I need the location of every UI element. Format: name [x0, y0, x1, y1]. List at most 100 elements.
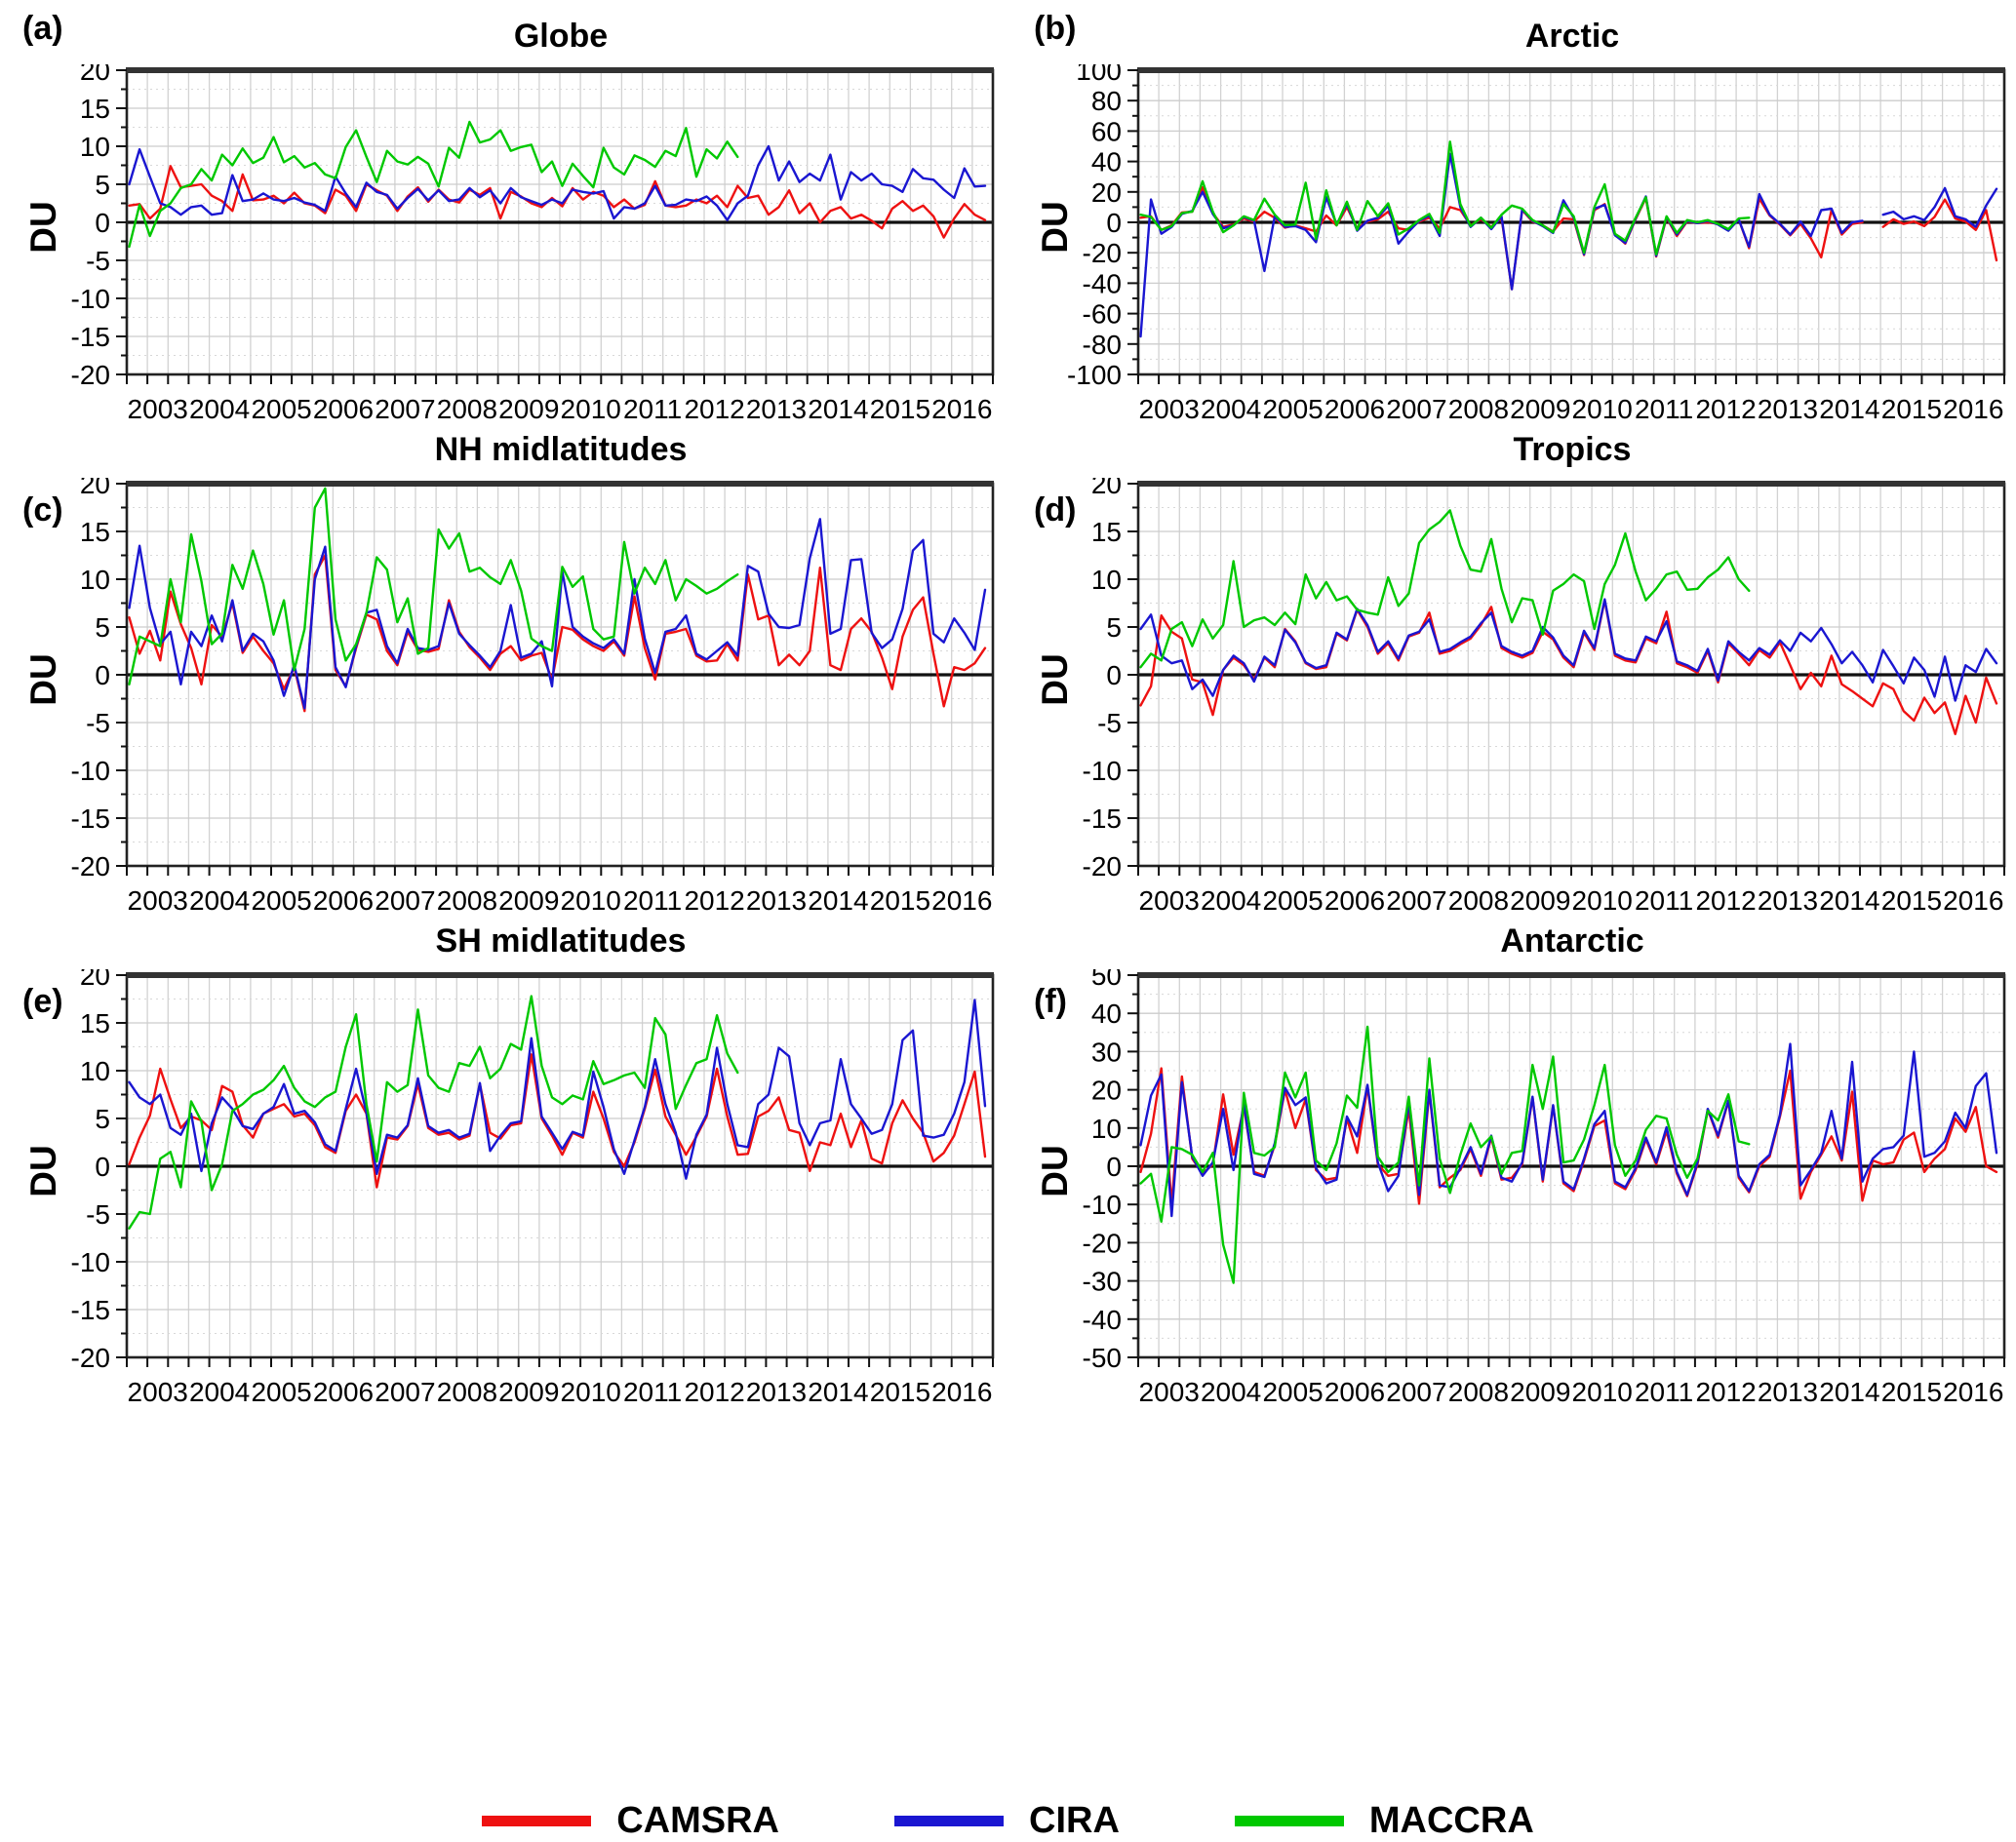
svg-text:20: 20 — [1091, 177, 1122, 208]
svg-text:20: 20 — [80, 64, 110, 86]
svg-text:60: 60 — [1091, 116, 1122, 146]
svg-text:2009: 2009 — [498, 885, 559, 916]
y-axis-label-du: DU — [23, 653, 63, 706]
svg-text:-5: -5 — [1097, 708, 1122, 738]
panel-letter-a: (a) — [22, 10, 63, 47]
svg-text:2003: 2003 — [128, 1377, 188, 1407]
svg-text:20: 20 — [80, 478, 110, 499]
panel-letter-b: (b) — [1034, 10, 1077, 47]
svg-text:2008: 2008 — [1448, 1377, 1509, 1407]
svg-text:40: 40 — [1091, 147, 1122, 177]
svg-text:2016: 2016 — [931, 394, 992, 424]
svg-text:2011: 2011 — [1635, 885, 1693, 916]
svg-text:2015: 2015 — [870, 1377, 930, 1407]
svg-text:5: 5 — [95, 170, 110, 200]
legend-label-cira: CIRA — [1029, 1800, 1120, 1841]
svg-text:2011: 2011 — [623, 1377, 682, 1407]
svg-text:2015: 2015 — [870, 885, 930, 916]
svg-text:2005: 2005 — [1262, 394, 1323, 424]
panel-title-globe: Globe — [513, 18, 609, 55]
svg-text:2015: 2015 — [1881, 394, 1942, 424]
svg-text:2010: 2010 — [1572, 394, 1633, 424]
panel-sh-midlatitudes: (e) SH midlatitudes DU -20 -15 -10 -5 0 5 10 15… — [22, 919, 995, 1410]
svg-text:30: 30 — [1091, 1037, 1122, 1067]
svg-text:5: 5 — [95, 1104, 110, 1134]
svg-text:2014: 2014 — [1819, 394, 1879, 424]
svg-text:2003: 2003 — [128, 885, 188, 916]
svg-text:2003: 2003 — [1139, 394, 1200, 424]
panel-letter-f: (f) — [1034, 983, 1067, 1020]
panel-title-antarctic: Antarctic — [1500, 922, 1644, 960]
svg-text:2014: 2014 — [808, 394, 868, 424]
svg-text:-40: -40 — [1083, 1305, 1122, 1335]
svg-text:2014: 2014 — [1819, 1377, 1879, 1407]
svg-text:5: 5 — [95, 612, 110, 643]
svg-text:2004: 2004 — [1201, 885, 1261, 916]
svg-text:2010: 2010 — [561, 394, 621, 424]
svg-text:2014: 2014 — [808, 885, 868, 916]
svg-text:2009: 2009 — [498, 394, 559, 424]
svg-text:2005: 2005 — [1262, 1377, 1323, 1407]
legend-item-cira: CIRA — [894, 1800, 1120, 1842]
svg-text:15: 15 — [1091, 517, 1122, 547]
maccra-line-swatch — [1234, 1816, 1344, 1826]
svg-text:2010: 2010 — [1572, 885, 1633, 916]
svg-text:0: 0 — [95, 660, 110, 690]
svg-text:-80: -80 — [1083, 330, 1122, 360]
panel-title-arctic: Arctic — [1524, 18, 1620, 55]
camsra-line-swatch — [482, 1816, 592, 1826]
panel-nh-midlatitudes: (c) NH midlatitudes DU -20 -15 -10 -5 0 5 10 15… — [22, 427, 995, 919]
svg-text:15: 15 — [80, 94, 110, 124]
svg-text:2004: 2004 — [189, 394, 250, 424]
svg-text:2012: 2012 — [1695, 1377, 1756, 1407]
svg-text:2007: 2007 — [375, 885, 435, 916]
svg-text:20: 20 — [1091, 1076, 1122, 1106]
svg-text:2006: 2006 — [313, 394, 374, 424]
svg-text:2012: 2012 — [684, 394, 744, 424]
panel-letter-d: (d) — [1034, 491, 1077, 529]
legend-label-camsra: CAMSRA — [616, 1800, 779, 1841]
svg-text:2013: 2013 — [746, 885, 807, 916]
svg-text:2011: 2011 — [623, 885, 682, 916]
svg-text:0: 0 — [1106, 1152, 1122, 1182]
svg-text:2005: 2005 — [251, 885, 311, 916]
svg-text:2010: 2010 — [561, 885, 621, 916]
svg-text:2004: 2004 — [1201, 394, 1261, 424]
svg-text:2006: 2006 — [313, 885, 374, 916]
svg-text:-20: -20 — [1083, 1228, 1122, 1258]
svg-text:2003: 2003 — [128, 394, 188, 424]
svg-text:2007: 2007 — [375, 394, 435, 424]
svg-text:2013: 2013 — [746, 1377, 807, 1407]
svg-text:-20: -20 — [71, 1343, 110, 1373]
svg-text:15: 15 — [80, 517, 110, 547]
svg-text:2014: 2014 — [1819, 885, 1879, 916]
svg-text:2016: 2016 — [931, 885, 992, 916]
svg-text:2013: 2013 — [746, 394, 807, 424]
svg-text:-5: -5 — [86, 708, 110, 738]
svg-text:5: 5 — [1106, 612, 1122, 643]
svg-text:2011: 2011 — [1635, 1377, 1693, 1407]
svg-text:2008: 2008 — [437, 1377, 497, 1407]
y-axis-label-du: DU — [1035, 201, 1075, 254]
svg-text:40: 40 — [1091, 999, 1122, 1029]
svg-text:2014: 2014 — [808, 1377, 868, 1407]
svg-text:2004: 2004 — [1201, 1377, 1261, 1407]
svg-text:-20: -20 — [1083, 851, 1122, 882]
svg-text:2015: 2015 — [870, 394, 930, 424]
svg-text:2012: 2012 — [684, 1377, 744, 1407]
y-axis-label-du: DU — [23, 1145, 63, 1197]
svg-text:2012: 2012 — [1695, 394, 1756, 424]
legend-item-camsra: CAMSRA — [482, 1800, 779, 1842]
svg-text:50: 50 — [1091, 969, 1122, 991]
svg-text:20: 20 — [1091, 478, 1122, 499]
panel-letter-c: (c) — [22, 491, 63, 529]
svg-text:2013: 2013 — [1758, 394, 1818, 424]
svg-text:0: 0 — [1106, 660, 1122, 690]
svg-text:2016: 2016 — [931, 1377, 992, 1407]
svg-text:2013: 2013 — [1758, 1377, 1818, 1407]
svg-text:2010: 2010 — [1572, 1377, 1633, 1407]
svg-text:10: 10 — [80, 1056, 110, 1086]
svg-text:15: 15 — [80, 1008, 110, 1039]
